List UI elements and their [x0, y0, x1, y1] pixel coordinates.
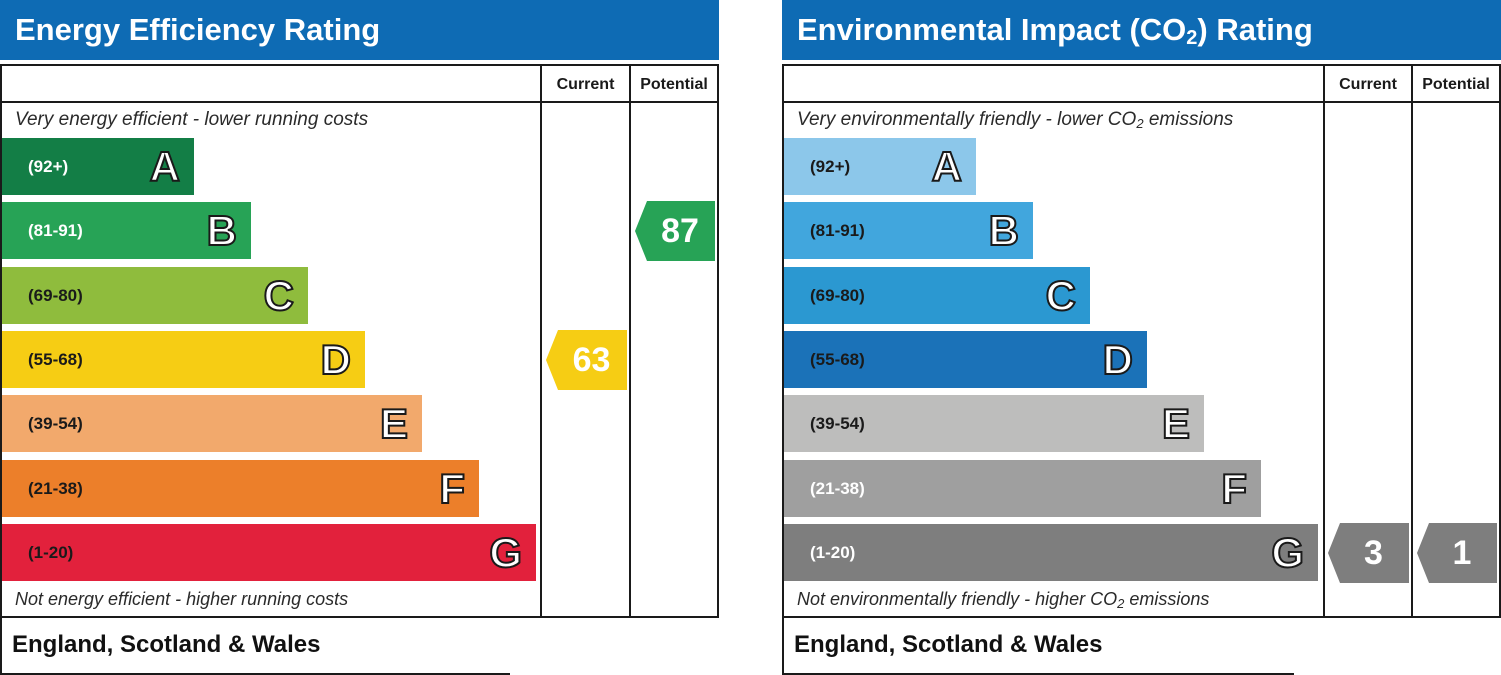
band-range-label: (1-20) — [810, 542, 856, 562]
marker-arrow-shape — [546, 329, 627, 390]
marker-arrow-shape — [635, 201, 715, 262]
marker-arrow — [635, 201, 715, 262]
band-f: (21-38) F — [2, 459, 479, 517]
band-letter: G — [1270, 528, 1305, 577]
band-c: (69-80) C — [2, 266, 308, 324]
caption-subscript: 2 — [1136, 116, 1144, 131]
column-divider — [1323, 66, 1325, 616]
band-letter: F — [438, 464, 466, 513]
band-a: (92+) A — [784, 138, 976, 195]
potential-rating-value: 1 — [1452, 533, 1472, 572]
bottom-caption: Not energy efficient - higher running co… — [15, 589, 349, 609]
band-range-label: (39-54) — [28, 414, 83, 434]
column-divider — [629, 66, 631, 616]
caption-suffix: emissions — [1124, 589, 1210, 609]
caption-prefix: Very environmentally friendly - lower CO — [797, 109, 1137, 130]
top-caption: Very energy efficient - lower running co… — [15, 109, 369, 130]
band-letter: C — [263, 271, 295, 320]
band-letter: D — [1102, 335, 1134, 384]
energy-efficiency-panel: Energy Efficiency Rating Current Potenti… — [0, 0, 719, 675]
potential-column-header: Potential — [640, 76, 708, 93]
bottom-caption: Not environmentally friendly - higher CO… — [797, 589, 1209, 611]
current-rating-marker: 63 — [546, 329, 627, 390]
caption-suffix: emissions — [1143, 109, 1234, 130]
potential-column-header: Potential — [1422, 76, 1490, 93]
band-f: (21-38) F — [784, 459, 1261, 517]
marker-arrow-shape — [1417, 522, 1497, 583]
band-letter: C — [1045, 271, 1077, 320]
band-letter: B — [988, 206, 1020, 255]
band-letter: B — [206, 206, 238, 255]
caption-prefix: Not environmentally friendly - higher CO — [797, 589, 1118, 609]
band-range-label: (55-68) — [810, 349, 865, 369]
band-b: (81-91) B — [784, 202, 1033, 260]
band-range-label: (55-68) — [28, 349, 83, 369]
band-letter: A — [931, 142, 963, 191]
region-footer: England, Scotland & Wales — [794, 631, 1103, 658]
band-d: (55-68) D — [784, 330, 1147, 388]
energy-title: Energy Efficiency Rating — [0, 0, 719, 60]
top-caption: Very environmentally friendly - lower CO… — [797, 109, 1233, 131]
marker-arrow — [546, 329, 627, 390]
band-letter: A — [149, 142, 181, 191]
band-range-label: (21-38) — [28, 478, 83, 498]
band-letter: F — [1220, 464, 1248, 513]
band-letter: E — [379, 399, 409, 448]
title-suffix: ) Rating — [1197, 12, 1313, 47]
title-subscript: 2 — [1186, 27, 1198, 49]
band-a: (92+) A — [2, 138, 194, 195]
marker-arrow — [1328, 522, 1409, 583]
footer-box: England, Scotland & Wales — [0, 618, 510, 675]
environmental-impact-panel: Environmental Impact (CO2) Rating Curren… — [782, 0, 1501, 675]
band-c: (69-80) C — [784, 266, 1090, 324]
band-range-label: (81-91) — [28, 221, 83, 241]
current-column-header: Current — [1339, 76, 1397, 93]
band-b: (81-91) B — [2, 202, 251, 260]
band-range-label: (81-91) — [810, 221, 865, 241]
band-range-label: (92+) — [28, 157, 69, 176]
region-footer: England, Scotland & Wales — [12, 631, 321, 658]
band-letter: G — [488, 528, 523, 577]
band-g: (1-20) G — [784, 523, 1318, 581]
band-range-label: (1-20) — [28, 542, 74, 562]
current-rating-value: 63 — [572, 340, 611, 379]
potential-rating-marker: 87 — [635, 201, 715, 262]
column-divider — [1411, 66, 1413, 616]
band-d: (55-68) D — [2, 330, 365, 388]
current-rating-value: 3 — [1364, 533, 1383, 572]
band-range-label: (69-80) — [810, 285, 865, 305]
current-rating-marker: 3 — [1328, 522, 1409, 583]
band-range-label: (39-54) — [810, 414, 865, 434]
band-range-label: (21-38) — [810, 478, 865, 498]
environmental-grid: Current Potential Very environmentally f… — [782, 64, 1501, 618]
current-column-header: Current — [556, 76, 615, 93]
band-e: (39-54) E — [784, 395, 1204, 453]
header-divider — [2, 101, 717, 103]
title-prefix: Environmental Impact (CO — [797, 12, 1187, 47]
header-divider — [784, 101, 1499, 103]
column-divider — [540, 66, 542, 616]
band-letter: E — [1161, 399, 1191, 448]
marker-arrow — [1417, 522, 1497, 583]
potential-rating-value: 87 — [661, 212, 699, 251]
band-range-label: (69-80) — [28, 285, 83, 305]
potential-rating-marker: 1 — [1417, 522, 1497, 583]
caption-subscript: 2 — [1117, 596, 1125, 611]
environmental-title: Environmental Impact (CO2) Rating — [782, 0, 1501, 60]
marker-arrow-shape — [1328, 522, 1409, 583]
band-range-label: (92+) — [810, 157, 851, 176]
band-e: (39-54) E — [2, 395, 422, 453]
energy-grid: Current Potential Very energy efficient … — [0, 64, 719, 618]
band-letter: D — [320, 335, 352, 384]
band-g: (1-20) G — [2, 523, 536, 581]
footer-box: England, Scotland & Wales — [782, 618, 1294, 675]
